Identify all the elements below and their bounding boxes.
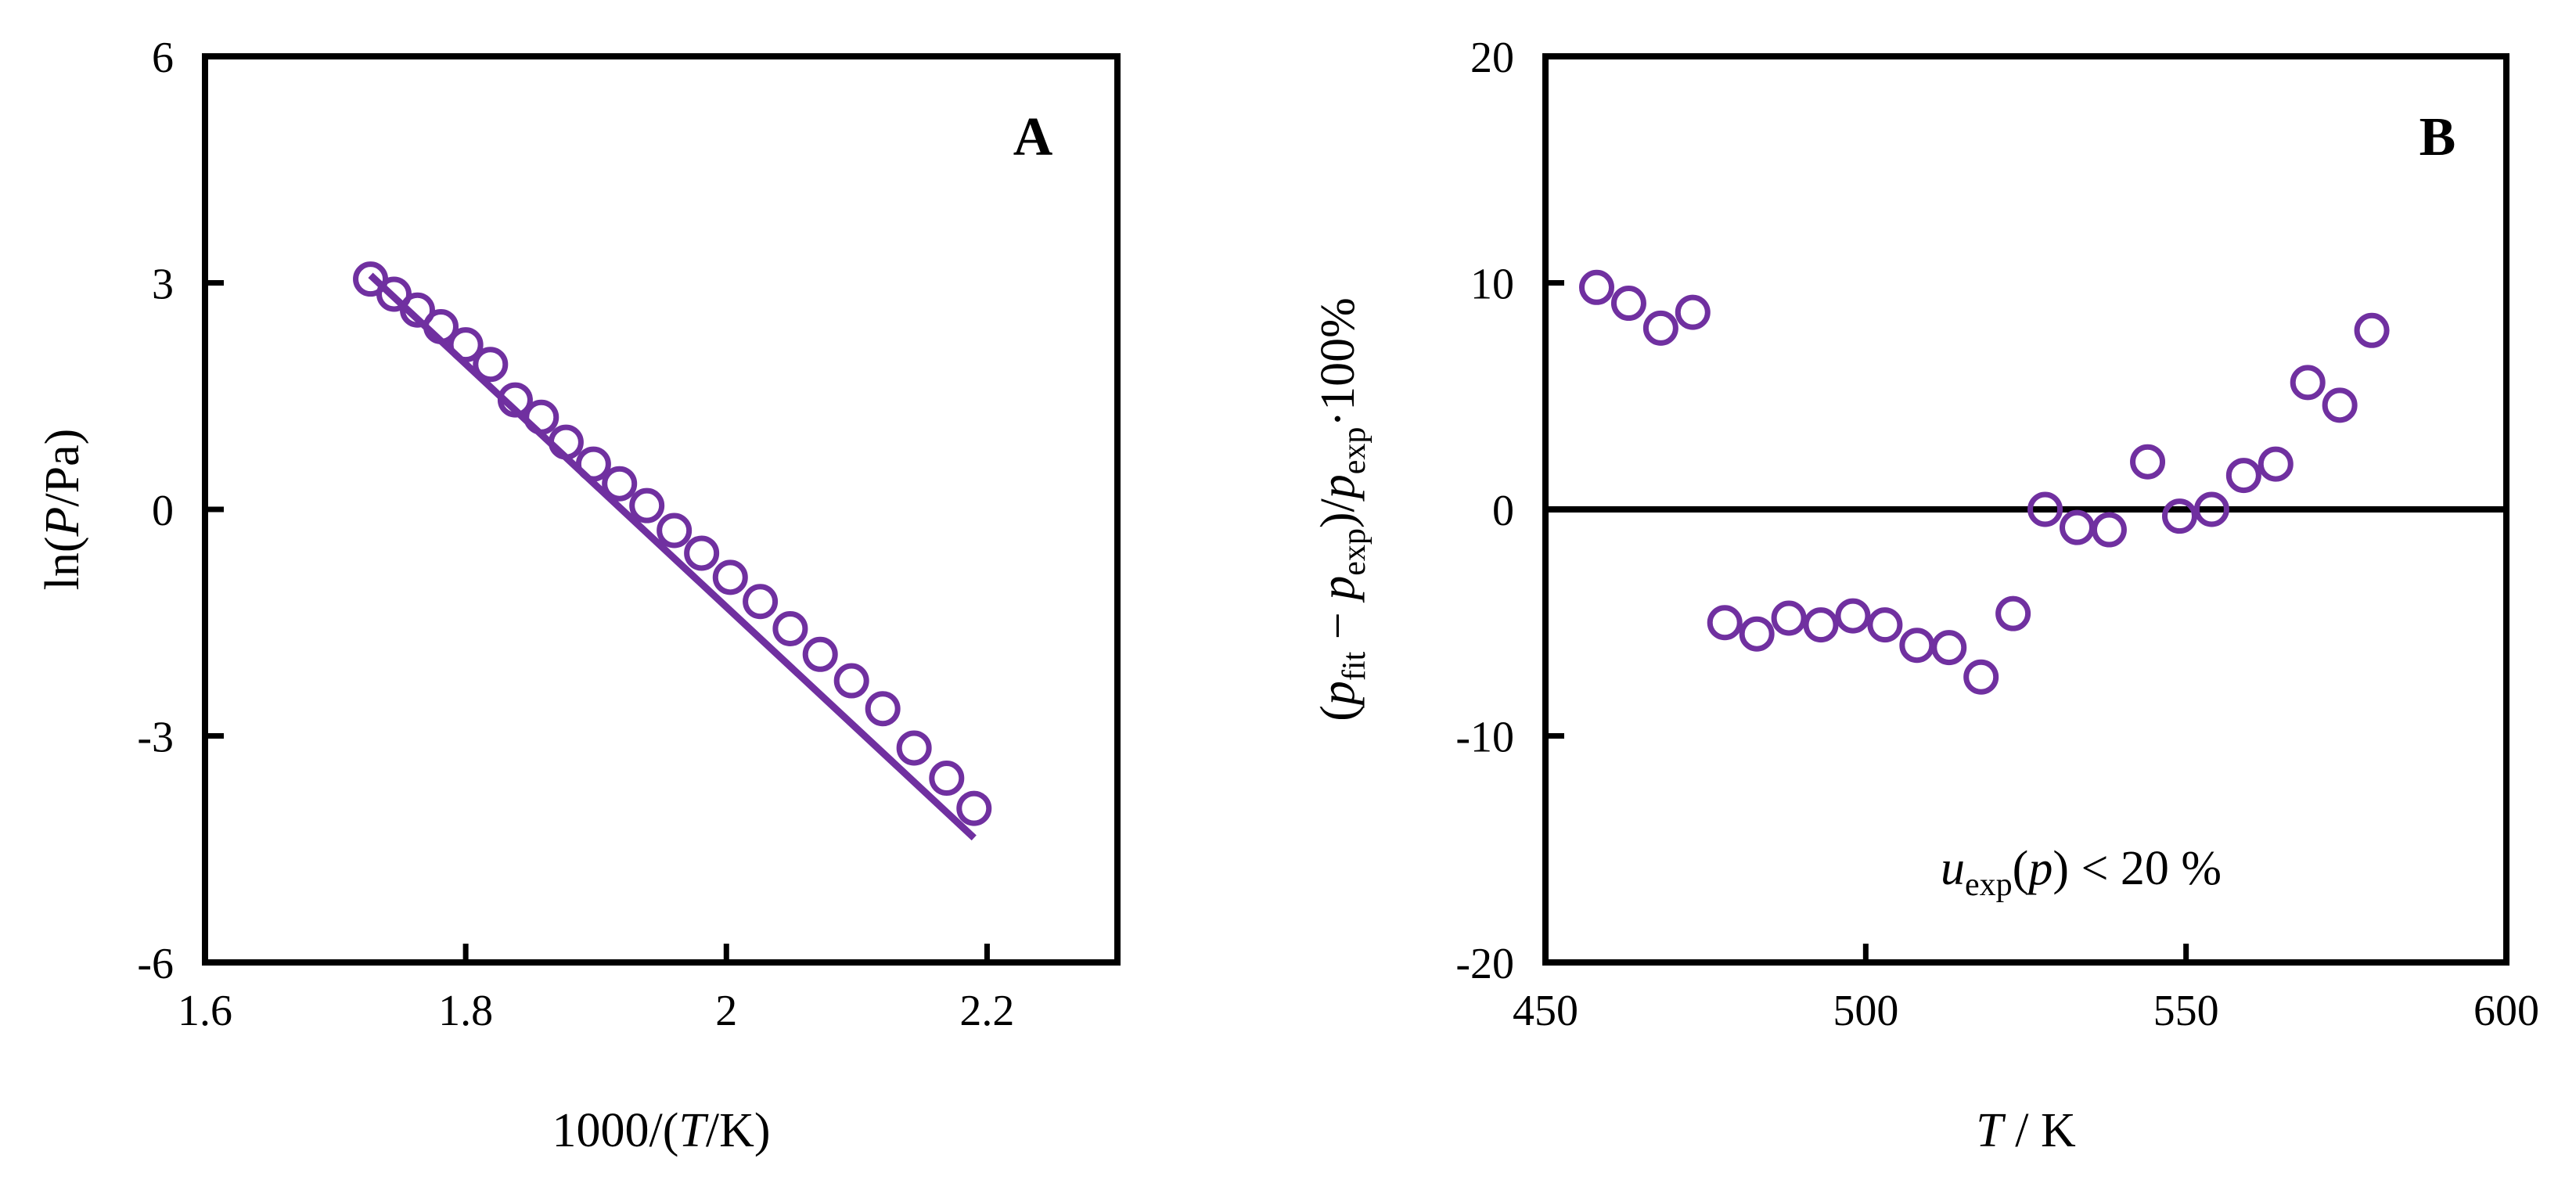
panel-b-y-tick-label: 10 <box>1470 261 1514 309</box>
panel-b-data-point <box>1610 286 1646 322</box>
panel-b-data-point <box>2225 458 2261 494</box>
panel-b-x-tick-label: 600 <box>2473 987 2539 1035</box>
panel-a-x-axis-title: 1000/(T/K) <box>552 1104 770 1157</box>
panel-a-data-point <box>772 610 808 646</box>
panel-b-data-point <box>1707 605 1743 641</box>
panel-a-data-point <box>376 276 412 312</box>
panel-b-data-point <box>2059 509 2095 545</box>
panel-b-x-tick-label: 500 <box>1833 987 1898 1035</box>
panel-a-data-point <box>743 584 779 620</box>
panel-a-marks <box>353 261 992 841</box>
panel-b-data-point <box>1931 630 1967 666</box>
panel-b-data-point <box>1675 294 1711 330</box>
panel-a-data-point <box>684 535 720 571</box>
panel-b-label: B <box>2419 107 2456 167</box>
panel-a-data-point <box>956 790 992 826</box>
panel-b-data-point <box>2027 491 2063 527</box>
panel-b-data-point <box>1739 616 1775 652</box>
panel-a-y-tick-label: 6 <box>152 34 174 82</box>
panel-b-data-point <box>1899 628 1935 664</box>
panel-b-y-axis-title: (pfit − pexp)/pexp·100% <box>1311 297 1373 721</box>
panel-a-y-tick-label: -6 <box>137 940 174 988</box>
panel-a-x-tick-label: 2 <box>715 987 737 1035</box>
panel-b-data-point <box>2290 365 2326 401</box>
panel-a-data-point <box>802 636 838 672</box>
panel-b-data-point <box>1963 659 1999 695</box>
panel-a-data-point <box>865 691 901 727</box>
panel-b-data-point <box>2193 491 2229 527</box>
panel-a-x-tick-label: 2.2 <box>959 987 1014 1035</box>
panel-a-fit-line <box>368 272 977 841</box>
panel-a-x-tick-label: 1.8 <box>438 987 493 1035</box>
panel-b-data-point <box>2322 387 2358 423</box>
panel-b: 450 500 550 600 -20 -10 0 10 20 B T / K (pfit − … <box>1311 34 2539 1157</box>
panel-a-data-point <box>833 663 869 699</box>
panel-a-data-point <box>712 559 748 595</box>
panel-b-data-point <box>1867 607 1903 643</box>
panel-a-label: A <box>1013 107 1053 167</box>
panel-b-ticks: 450 500 550 600 -20 -10 0 10 20 <box>1455 34 2539 1035</box>
panel-b-data-point <box>1642 310 1678 346</box>
panel-a-data-point <box>602 466 638 502</box>
panel-b-data-point <box>2161 498 2197 534</box>
panel-a-y-axis-title: ln(P/Pa) <box>36 429 89 591</box>
panel-a-x-tick-label: 1.6 <box>178 987 232 1035</box>
panel-a-y-tick-label: 3 <box>152 261 174 309</box>
panel-b-y-tick-label: -20 <box>1455 940 1514 988</box>
panel-a-data-point <box>473 347 509 383</box>
panel-b-y-tick-label: 20 <box>1470 34 1514 82</box>
panel-b-marks <box>1545 269 2506 695</box>
panel-b-data-point <box>1771 600 1807 636</box>
panel-b-y-tick-label: -10 <box>1455 714 1514 762</box>
panel-b-data-point <box>1835 598 1871 634</box>
panel-b-annotation: uexp(p) < 20 % <box>1941 842 2222 903</box>
panel-b-data-point <box>1995 595 2031 631</box>
panel-a: 1.6 1.8 2 2.2 -6 -3 0 3 6 A 1000/(T/K) ln(P/Pa) <box>36 34 1121 1157</box>
panel-a-y-tick-label: 0 <box>152 487 174 535</box>
panel-a-data-point <box>657 513 693 549</box>
panel-b-data-point <box>2130 444 2166 480</box>
panel-a-data-point <box>896 730 932 766</box>
panel-a-data-point <box>400 292 436 328</box>
panel-b-data-point <box>2354 312 2390 348</box>
panel-a-data-point <box>629 487 665 523</box>
panel-b-data-point <box>2091 512 2127 548</box>
panel-b-x-tick-label: 450 <box>1513 987 1578 1035</box>
panel-b-y-tick-label: 0 <box>1492 487 1514 535</box>
panel-b-x-tick-label: 550 <box>2153 987 2219 1035</box>
panel-a-ticks: 1.6 1.8 2 2.2 -6 -3 0 3 6 <box>137 34 1014 1035</box>
panel-b-x-axis-title: T / K <box>1976 1104 2076 1157</box>
panel-a-y-tick-label: -3 <box>137 714 174 762</box>
panel-b-data-point <box>2258 446 2294 482</box>
panel-a-data-point <box>929 761 965 797</box>
panel-b-data-point <box>1803 607 1839 643</box>
panel-b-data-point <box>1578 269 1614 305</box>
